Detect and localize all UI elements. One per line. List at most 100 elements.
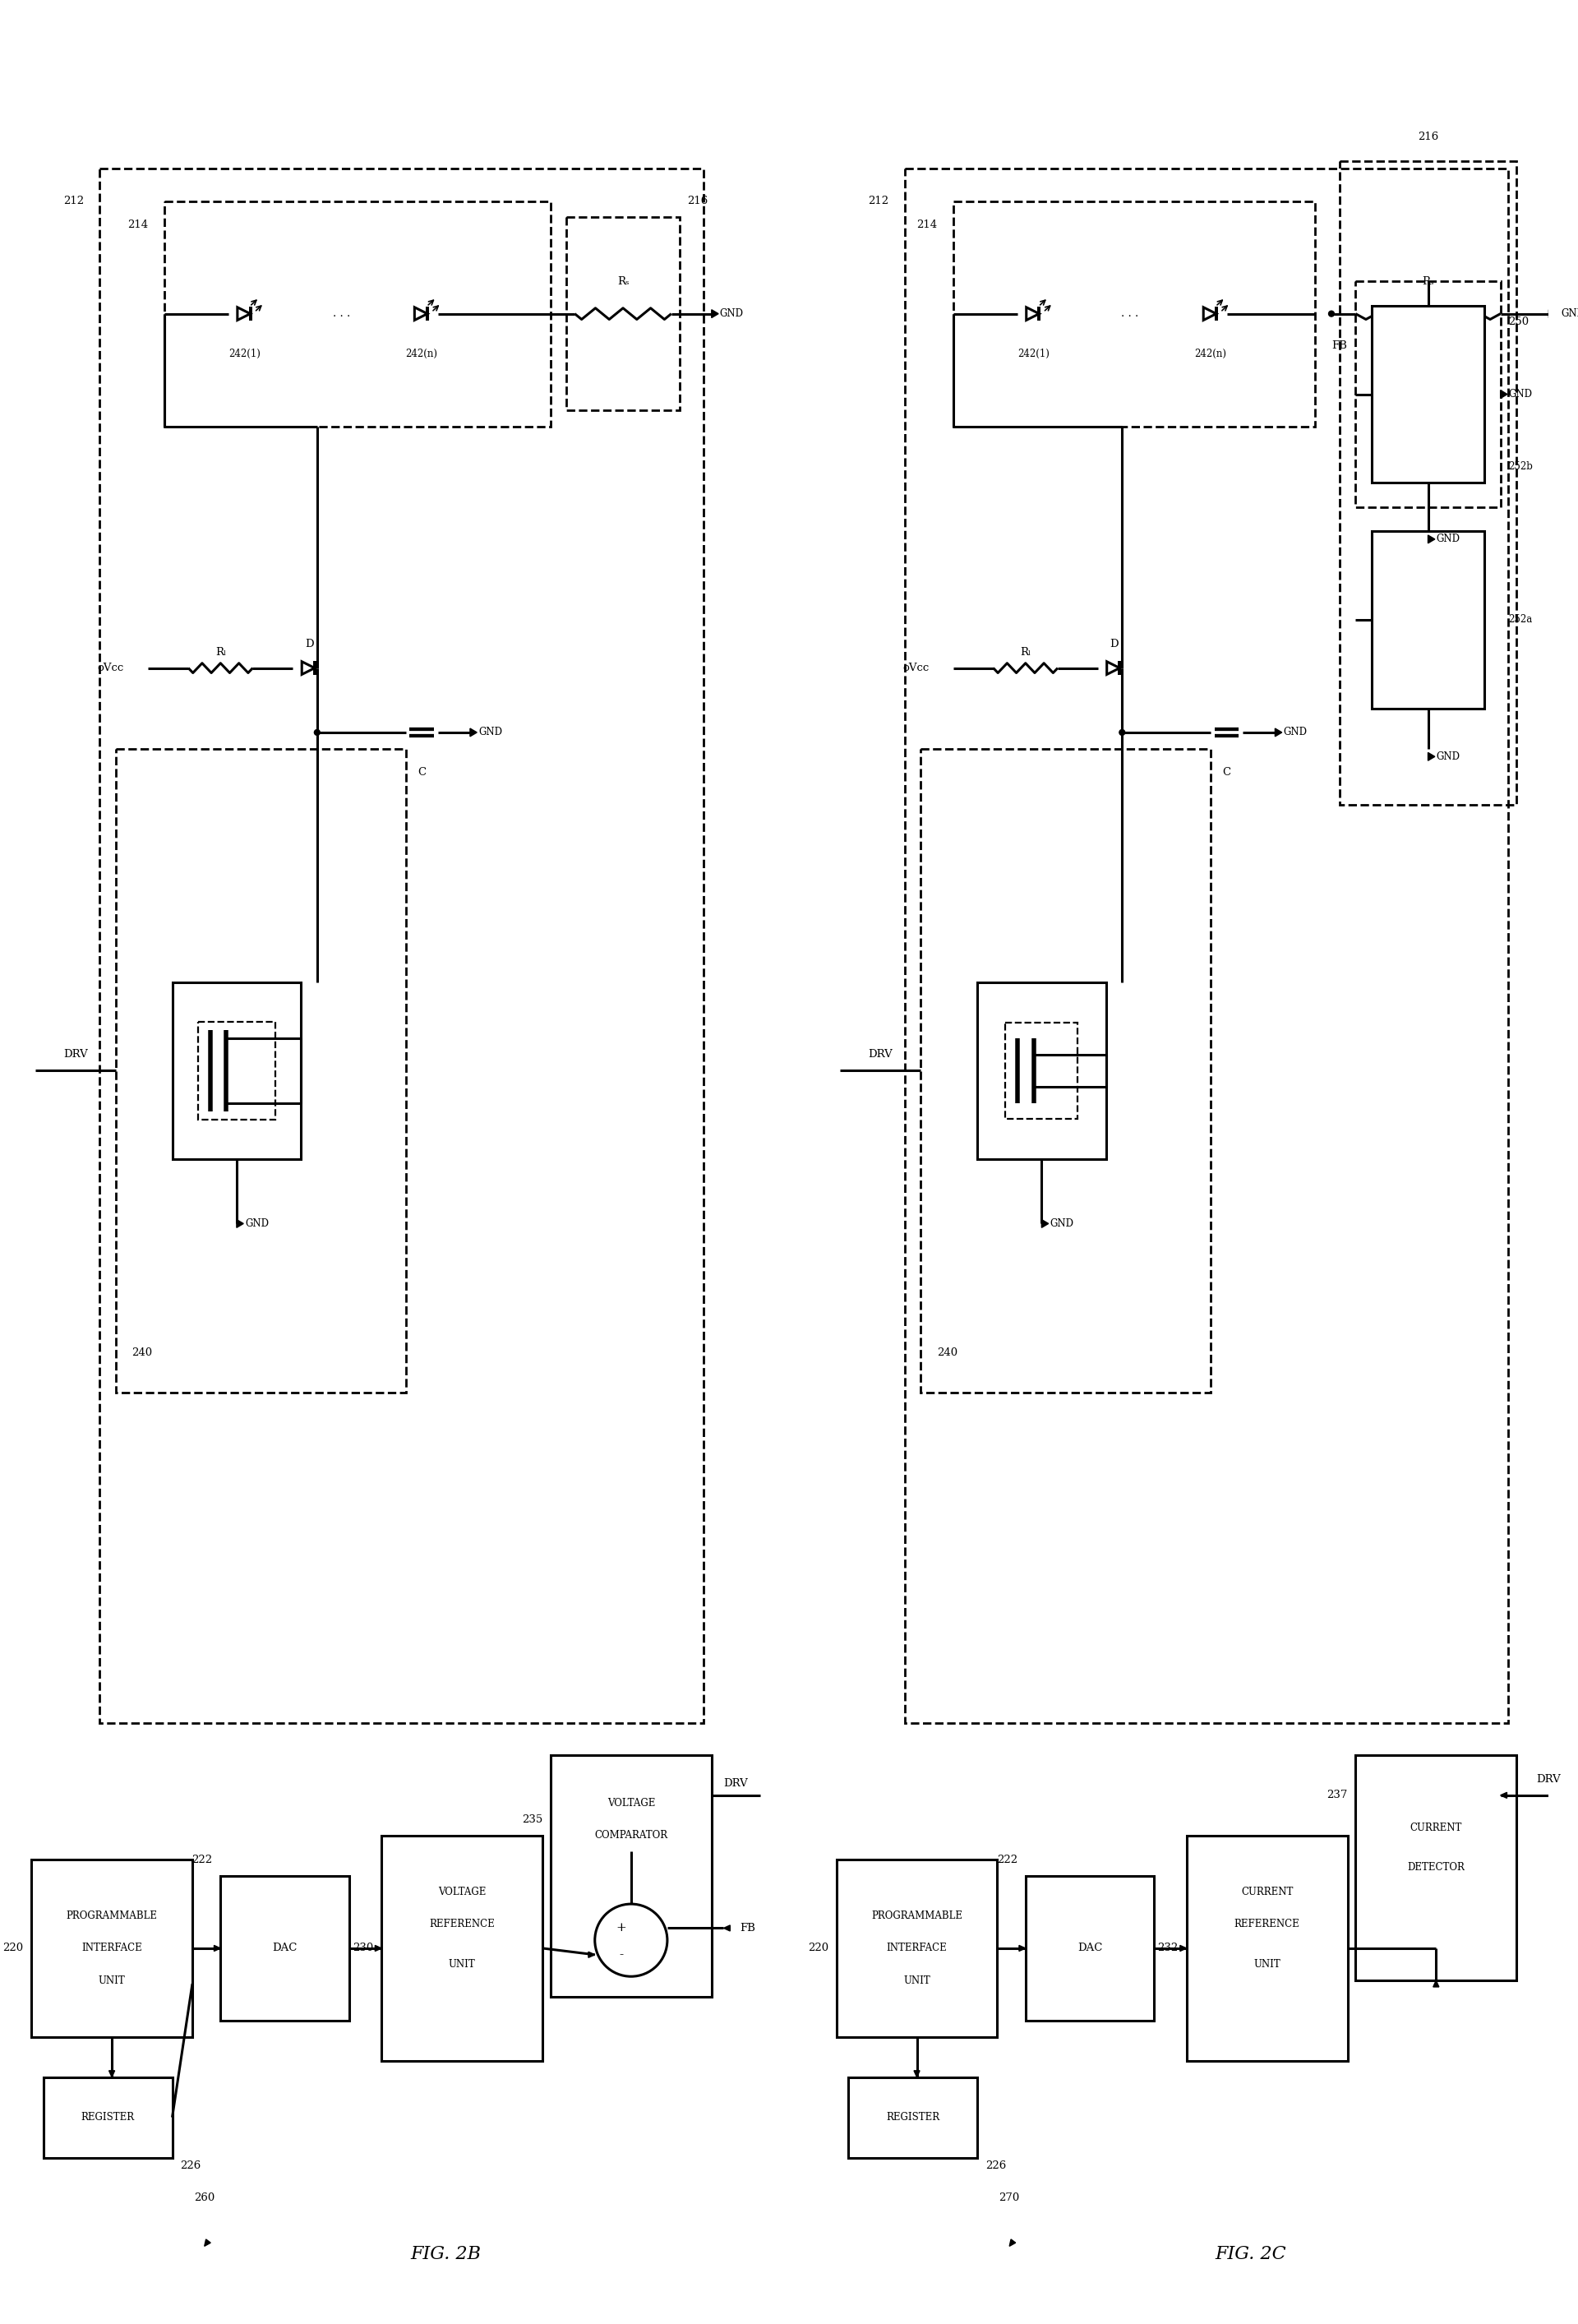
- Text: DETECTOR: DETECTOR: [1408, 1862, 1464, 1873]
- Text: D: D: [1109, 639, 1119, 648]
- Text: oVcc: oVcc: [903, 662, 929, 674]
- Text: PROGRAMMABLE: PROGRAMMABLE: [66, 1910, 158, 1922]
- Text: 270: 270: [999, 2192, 1019, 2203]
- Text: UNIT: UNIT: [98, 1975, 125, 1985]
- Text: 242(n): 242(n): [406, 349, 437, 360]
- Polygon shape: [470, 727, 477, 737]
- Text: REFERENCE: REFERENCE: [429, 1920, 495, 1929]
- Text: GND: GND: [478, 727, 502, 737]
- Bar: [849, 2078, 977, 2157]
- Text: 242(1): 242(1): [229, 349, 260, 360]
- Text: GND: GND: [1509, 388, 1532, 400]
- Text: 212: 212: [63, 195, 84, 207]
- Text: 240: 240: [937, 1348, 958, 1357]
- Text: VOLTAGE: VOLTAGE: [439, 1887, 486, 1896]
- Text: VOLTAGE: VOLTAGE: [608, 1799, 655, 1808]
- Polygon shape: [1548, 309, 1556, 318]
- Text: COMPARATOR: COMPARATOR: [595, 1831, 667, 1841]
- Text: 230: 230: [353, 1943, 374, 1954]
- Text: D: D: [305, 639, 314, 648]
- Polygon shape: [1275, 727, 1281, 737]
- Bar: [99, 170, 704, 1722]
- Text: FIG. 2B: FIG. 2B: [410, 2245, 481, 2264]
- Text: DRV: DRV: [63, 1048, 88, 1060]
- Text: DAC: DAC: [273, 1943, 297, 1954]
- Text: DRV: DRV: [1537, 1773, 1561, 1785]
- Text: GND: GND: [1561, 309, 1578, 318]
- Text: GND: GND: [1436, 751, 1460, 762]
- Polygon shape: [712, 309, 718, 318]
- Text: GND: GND: [1436, 535, 1460, 544]
- Bar: [1371, 532, 1485, 709]
- Text: Rₛ: Rₛ: [1422, 277, 1434, 286]
- Text: PROGRAMMABLE: PROGRAMMABLE: [871, 1910, 963, 1922]
- Polygon shape: [1180, 1945, 1187, 1952]
- Text: 242(n): 242(n): [1195, 349, 1226, 360]
- Text: 214: 214: [917, 221, 937, 230]
- Bar: [1005, 1023, 1078, 1118]
- Polygon shape: [1433, 1980, 1439, 1987]
- Text: 226: 226: [985, 2161, 1007, 2171]
- Text: UNIT: UNIT: [903, 1975, 931, 1985]
- Polygon shape: [914, 2071, 920, 2078]
- Polygon shape: [109, 2071, 115, 2078]
- Text: 220: 220: [3, 1943, 24, 1954]
- Bar: [567, 216, 680, 411]
- Text: GND: GND: [1049, 1218, 1073, 1229]
- Text: Rₛ: Rₛ: [617, 277, 630, 286]
- Text: . . .: . . .: [333, 309, 350, 318]
- Text: 226: 226: [180, 2161, 200, 2171]
- Bar: [221, 1875, 349, 2022]
- Text: 240: 240: [133, 1348, 153, 1357]
- Text: +: +: [615, 1922, 626, 1934]
- Text: INTERFACE: INTERFACE: [887, 1943, 947, 1954]
- Text: REFERENCE: REFERENCE: [1234, 1920, 1300, 1929]
- Polygon shape: [1428, 535, 1434, 544]
- Circle shape: [1329, 311, 1335, 316]
- Bar: [1340, 160, 1516, 804]
- Text: C: C: [418, 767, 426, 779]
- Bar: [197, 1023, 275, 1120]
- Polygon shape: [205, 2240, 210, 2247]
- Text: 250: 250: [1509, 316, 1529, 328]
- Polygon shape: [1501, 390, 1507, 397]
- Text: Rₗ: Rₗ: [215, 646, 226, 658]
- Text: FB: FB: [740, 1922, 756, 1934]
- Text: 242(1): 242(1): [1018, 349, 1049, 360]
- Text: UNIT: UNIT: [448, 1959, 475, 1971]
- Polygon shape: [215, 1945, 221, 1952]
- Text: DAC: DAC: [1078, 1943, 1103, 1954]
- Text: 252b: 252b: [1509, 462, 1534, 472]
- Bar: [1026, 1875, 1155, 2022]
- Polygon shape: [724, 1924, 731, 1931]
- Bar: [1356, 1755, 1516, 1980]
- Text: 222: 222: [193, 1855, 213, 1866]
- Text: DRV: DRV: [723, 1778, 748, 1789]
- Text: 232: 232: [1158, 1943, 1179, 1954]
- Bar: [44, 2078, 172, 2157]
- Bar: [164, 200, 551, 428]
- Text: INTERFACE: INTERFACE: [82, 1943, 142, 1954]
- Text: -: -: [619, 1950, 623, 1961]
- Polygon shape: [237, 1220, 243, 1227]
- Bar: [382, 1836, 543, 2061]
- Text: 235: 235: [522, 1815, 543, 1824]
- Text: FB: FB: [1332, 342, 1348, 351]
- Text: CURRENT: CURRENT: [1240, 1887, 1292, 1896]
- Text: 212: 212: [868, 195, 888, 207]
- Polygon shape: [1010, 2240, 1016, 2247]
- Circle shape: [314, 730, 320, 734]
- Text: FIG. 2C: FIG. 2C: [1215, 2245, 1286, 2264]
- Text: 216: 216: [688, 195, 709, 207]
- Polygon shape: [1041, 1220, 1048, 1227]
- Bar: [551, 1755, 712, 1996]
- Bar: [977, 983, 1106, 1160]
- Bar: [1356, 281, 1501, 507]
- Text: 237: 237: [1327, 1789, 1348, 1801]
- Text: 222: 222: [997, 1855, 1018, 1866]
- Bar: [1187, 1836, 1348, 2061]
- Text: 260: 260: [194, 2192, 215, 2203]
- Bar: [172, 983, 301, 1160]
- Text: . . .: . . .: [1122, 309, 1139, 318]
- Bar: [32, 1859, 193, 2036]
